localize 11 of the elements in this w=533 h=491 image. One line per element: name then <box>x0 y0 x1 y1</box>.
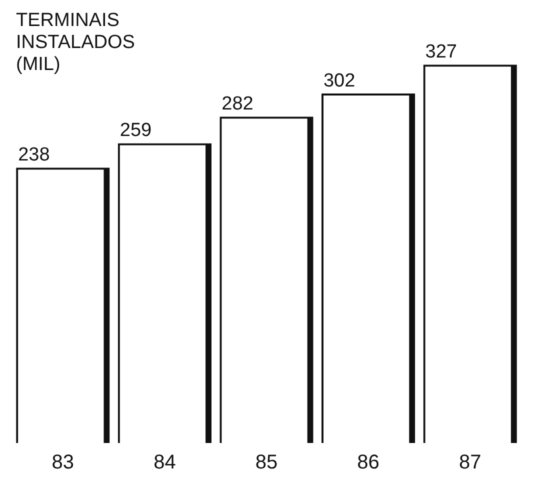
chart-title: TERMINAIS INSTALADOS (MIL) <box>16 10 156 76</box>
x-tick-label: 85 <box>255 452 278 474</box>
data-label: 302 <box>323 70 356 92</box>
data-label: 327 <box>425 41 457 62</box>
data-label: 282 <box>222 93 254 114</box>
x-tick-label: 86 <box>357 452 380 474</box>
x-tick-label: 84 <box>154 452 176 474</box>
data-label: 238 <box>18 144 50 166</box>
x-tick-label: 87 <box>458 452 482 474</box>
x-tick-label: 83 <box>52 452 74 474</box>
data-label: 259 <box>120 120 152 142</box>
